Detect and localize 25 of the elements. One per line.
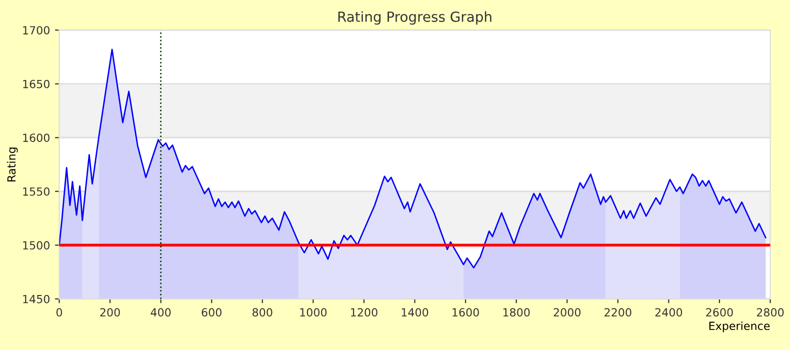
x-tick-label: 1200 — [351, 308, 378, 317]
x-tick-label: 400 — [150, 308, 171, 317]
x-tick-label: 1000 — [300, 308, 327, 317]
chart-title: Rating Progress Graph — [338, 11, 492, 25]
y-tick-label: 1650 — [23, 80, 50, 88]
line-series — [59, 48, 766, 268]
x-axis-title: Experience — [709, 321, 770, 332]
x-tick-label: 2400 — [655, 308, 682, 317]
x-tick-label: 600 — [202, 308, 222, 317]
x-tick-label: 0 — [56, 308, 62, 317]
x-tick-label: 200 — [100, 308, 120, 317]
x-tick-label: 2600 — [706, 308, 733, 317]
x-tick-label: 2800 — [756, 308, 784, 317]
y-tick-label: 1600 — [23, 134, 50, 142]
y-tick-label: 1550 — [23, 187, 50, 196]
y-axis-title: Rating — [7, 148, 18, 182]
x-tick-label: 1400 — [402, 308, 428, 317]
x-tick-label: 2000 — [554, 308, 581, 317]
x-tick-label: 2200 — [604, 308, 632, 317]
x-tick-label: 1800 — [503, 308, 530, 317]
y-tick-label: 1500 — [23, 241, 50, 250]
x-tick-label: 1600 — [452, 308, 479, 317]
y-tick-label: 1450 — [23, 294, 50, 304]
x-tick-label: 800 — [252, 308, 272, 317]
y-tick-label: 1700 — [23, 26, 50, 34]
